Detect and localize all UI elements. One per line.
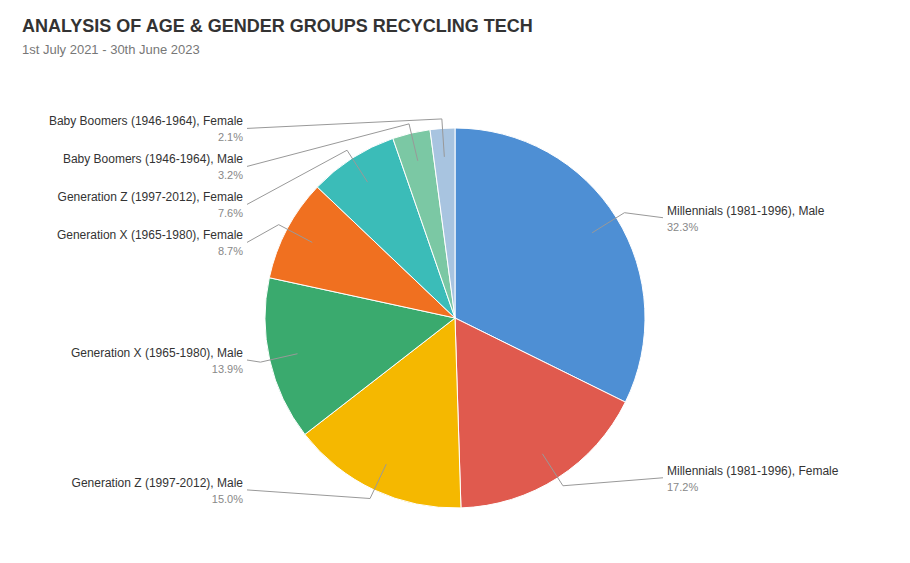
pie [265,128,645,508]
data-label: 7.6% [218,207,243,219]
data-label: 13.9% [212,363,243,375]
slice-label: Generation X (1965-1980), Male [71,346,243,360]
leader-line [592,213,663,233]
data-label: 3.2% [218,169,243,181]
leader-line [247,464,386,498]
subtitle: 1st July 2021 - 30th June 2023 [22,42,200,57]
slice-label: Baby Boomers (1946-1964), Male [63,152,243,166]
slice-label: Generation Z (1997-2012), Male [72,476,244,490]
leader-line [542,454,663,486]
leader-line [247,150,368,204]
data-label: 17.2% [667,481,698,493]
data-label: 2.1% [218,131,243,143]
labels: Millennials (1981-1996), Male 32.3% Millen… [49,114,839,505]
leader-line [247,225,312,243]
data-label: 8.7% [218,245,243,257]
slice-label: Generation Z (1997-2012), Female [58,190,244,204]
slice-label: Baby Boomers (1946-1964), Female [49,114,243,128]
leader-line [247,354,298,362]
slice-label: Generation X (1965-1980), Female [57,228,243,242]
slice [430,128,455,318]
slice [455,318,625,508]
title: ANALYSIS OF AGE & GENDER GROUPS RECYCLIN… [22,16,533,36]
slice-label: Millennials (1981-1996), Male [667,204,825,218]
slice-label: Millennials (1981-1996), Female [667,464,839,478]
data-label: 32.3% [667,221,698,233]
chart: ANALYSIS OF AGE & GENDER GROUPS RECYCLIN… [0,0,910,563]
data-label: 15.0% [212,493,243,505]
leader-line [247,124,418,167]
leader-line [247,119,444,157]
